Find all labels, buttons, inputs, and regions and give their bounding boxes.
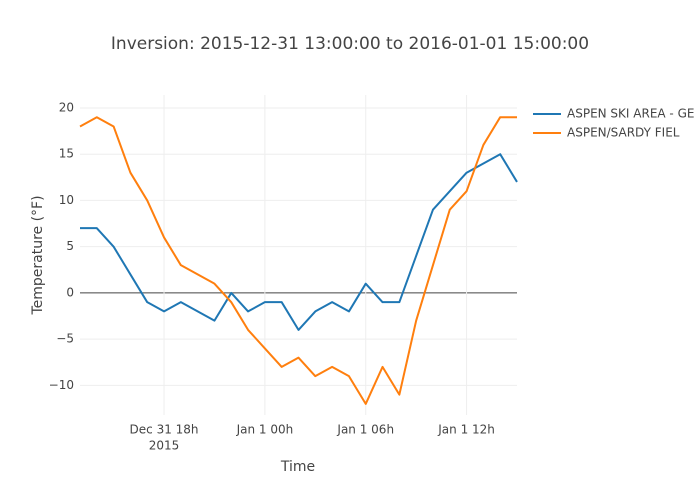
x-tick-label: Jan 1 00h <box>236 423 294 437</box>
legend-label: ASPEN SKI AREA - GE <box>567 107 694 121</box>
y-tick-label: −5 <box>56 332 74 346</box>
y-tick-label: 20 <box>59 100 74 114</box>
y-tick-label: −10 <box>49 378 74 392</box>
y-tick-label: 0 <box>66 285 74 299</box>
x-tick-label: Jan 1 12h <box>437 423 495 437</box>
x-axis-title: Time <box>280 459 315 475</box>
x-tick-label: Jan 1 06h <box>336 423 394 437</box>
chart-title: Inversion: 2015-12-31 13:00:00 to 2016-0… <box>111 34 589 54</box>
y-tick-label: 10 <box>59 193 74 207</box>
y-tick-label: 5 <box>66 239 74 253</box>
series-line <box>79 116 517 405</box>
y-tick-label: 15 <box>59 147 74 161</box>
x-tick-label: Dec 31 18h <box>130 423 199 437</box>
legend-label: ASPEN/SARDY FIEL <box>567 126 680 140</box>
series-line <box>80 153 518 331</box>
x-tick-sublabel: 2015 <box>149 439 180 453</box>
y-axis-title: Temperature (°F) <box>30 195 46 315</box>
